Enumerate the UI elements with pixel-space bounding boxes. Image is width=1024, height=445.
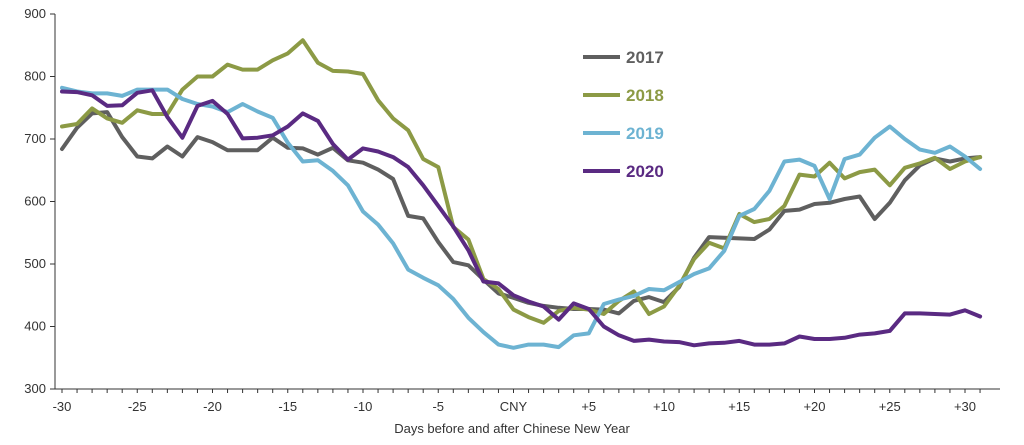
series-lines [60,38,983,350]
x-tick-label: -10 [354,399,373,414]
tick-labels: 300 400 500 600 700 800 900 -30 -25 -20 -15 -10 -5 CN… [24,6,976,414]
x-tick-label: +15 [728,399,750,414]
x-tick-label: +10 [653,399,675,414]
x-tick-label: -20 [203,399,222,414]
x-tick-label: +30 [954,399,976,414]
series-line-2018 [60,38,983,325]
x-tick-label: +25 [879,399,901,414]
x-tick-label: -5 [432,399,444,414]
x-axis-label: Days before and after Chinese New Year [394,421,630,436]
y-tick-label: 400 [24,319,46,334]
series-line-2020 [60,88,983,348]
series-line-2017 [60,110,983,316]
x-tick-label: +5 [581,399,596,414]
legend-label-2018: 2018 [626,86,664,105]
y-tick-label: 800 [24,69,46,84]
y-tick-label: 300 [24,381,46,396]
x-tick-label: -15 [278,399,297,414]
series-line-2019 [60,85,983,350]
x-tick-label: -25 [128,399,147,414]
legend-label-2019: 2019 [626,124,664,143]
y-tick-label: 600 [24,194,46,209]
legend-label-2017: 2017 [626,48,664,67]
y-tick-label: 900 [24,6,46,21]
x-tick-label: -30 [53,399,72,414]
y-tick-label: 500 [24,256,46,271]
legend-label-2020: 2020 [626,162,664,181]
legend: 2017 2018 2019 2020 [583,48,664,181]
x-tick-label: CNY [500,399,528,414]
y-tick-label: 700 [24,131,46,146]
axes [50,13,1000,393]
x-tick-label: +20 [803,399,825,414]
